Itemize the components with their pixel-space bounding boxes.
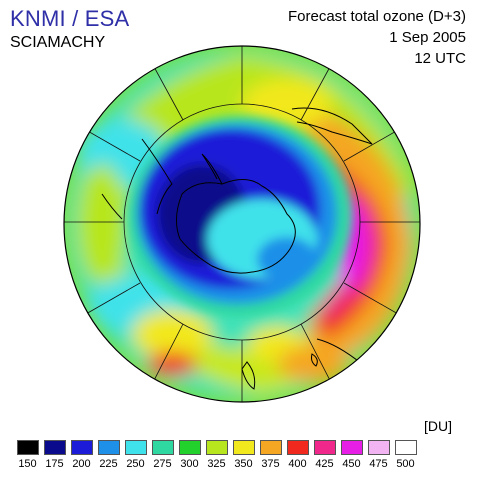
- ozone-map: [62, 44, 422, 404]
- scale-step: 375: [257, 440, 284, 470]
- instrument-label: SCIAMACHY: [10, 34, 106, 51]
- scale-label: 275: [153, 458, 172, 470]
- scale-step: 300: [176, 440, 203, 470]
- scale-step: 175: [41, 440, 68, 470]
- scale-step: 250: [122, 440, 149, 470]
- scale-label: 200: [72, 458, 91, 470]
- scale-swatch: [205, 440, 228, 455]
- scale-label: 300: [180, 458, 199, 470]
- scale-swatch: [151, 440, 174, 455]
- scale-label: 175: [45, 458, 64, 470]
- scale-swatch: [259, 440, 282, 455]
- scale-swatch: [97, 440, 120, 455]
- scale-swatch: [286, 440, 309, 455]
- forecast-time: 12 UTC: [414, 50, 466, 67]
- scale-label: 250: [126, 458, 145, 470]
- scale-step: 325: [203, 440, 230, 470]
- scale-step: 450: [338, 440, 365, 470]
- color-scale: 150 175 200 225 250 275 300 325 350 375 400 425 450 4…: [14, 440, 419, 470]
- forecast-date: 1 Sep 2005: [389, 29, 466, 46]
- scale-swatch: [367, 440, 390, 455]
- graticule: [64, 46, 420, 402]
- forecast-info: Forecast total ozone (D+3) 1 Sep 2005 12…: [288, 6, 466, 69]
- scale-label: 400: [288, 458, 307, 470]
- scale-step: 225: [95, 440, 122, 470]
- scale-label: 475: [369, 458, 388, 470]
- scale-step: 425: [311, 440, 338, 470]
- forecast-title: Forecast total ozone (D+3): [287, 8, 466, 25]
- scale-swatch: [16, 440, 39, 455]
- scale-step: 350: [230, 440, 257, 470]
- scale-step: 275: [149, 440, 176, 470]
- scale-label: 375: [261, 458, 280, 470]
- scale-label: 325: [207, 458, 226, 470]
- polar-projection: [63, 45, 421, 403]
- scale-step: 475: [365, 440, 392, 470]
- scale-label: 500: [396, 458, 415, 470]
- scale-step: 200: [68, 440, 95, 470]
- scale-step: 500: [392, 440, 419, 470]
- scale-swatch: [70, 440, 93, 455]
- unit-label: [DU]: [424, 418, 452, 434]
- scale-label: 350: [234, 458, 253, 470]
- scale-label: 450: [342, 458, 361, 470]
- scale-swatch: [340, 440, 363, 455]
- scale-swatch: [124, 440, 147, 455]
- scale-label: 225: [99, 458, 118, 470]
- scale-step: 150: [14, 440, 41, 470]
- scale-label: 150: [18, 458, 37, 470]
- scale-swatch: [394, 440, 417, 455]
- scale-swatch: [232, 440, 255, 455]
- scale-label: 425: [315, 458, 334, 470]
- scale-swatch: [313, 440, 336, 455]
- scale-swatch: [43, 440, 66, 455]
- org-title: KNMI / ESA: [10, 6, 130, 31]
- ozone-hole: [128, 116, 352, 316]
- scale-swatch: [178, 440, 201, 455]
- scale-step: 400: [284, 440, 311, 470]
